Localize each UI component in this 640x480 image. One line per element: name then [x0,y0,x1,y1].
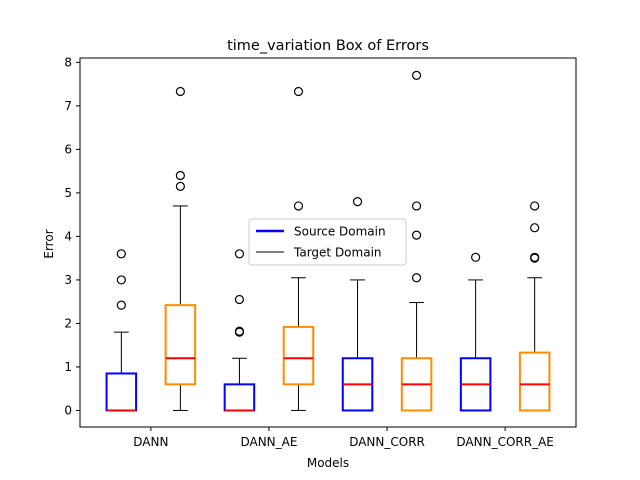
outlier-point-target [530,223,540,233]
x-tick-label: DANN_CORR [349,435,425,449]
outlier-point-source [234,249,245,259]
outlier-point-target [530,201,540,211]
legend-frame [248,218,407,266]
y-tick-label: 2 [64,316,72,330]
y-tick-label: 0 [64,403,72,417]
x-tick-label: DANN_CORR_AE [456,435,553,449]
y-tick-label: 1 [64,360,72,374]
outlier-point-source [116,300,126,310]
outlier-point-source [352,196,363,207]
outlier-point-target [411,273,422,283]
box-target [164,304,197,386]
outlier-point-target [293,86,304,97]
y-tick-label: 8 [64,55,72,69]
plot-area: 0 1 2 3 4 5 6 7 8 DANN DANN_AE DANN_CORR DANN_CORR_A… [64,55,577,449]
outlier-point-target [411,230,422,240]
outlier-point-target [293,201,304,211]
outlier-point-target [530,252,540,262]
outlier-point-target [175,170,185,181]
x-axis-label: Models [307,456,349,470]
axes-frame [79,57,577,428]
outlier-point-target [411,70,422,81]
x-tick-label: DANN_AE [240,435,297,449]
outlier-point-target [411,201,422,211]
y-tick-label: 6 [64,142,72,156]
outlier-point-source [234,294,245,305]
legend: Source Domain Target Domain [248,218,407,266]
legend-label-target: Target Domain [293,246,382,260]
outlier-point-source [116,249,126,259]
legend-label-source: Source Domain [294,225,386,239]
outlier-point-source [116,275,126,285]
y-tick-label: 7 [64,99,72,113]
box-target [518,351,551,412]
outlier-point-source [234,326,245,336]
outlier-point-source [471,252,481,262]
box-target [282,325,315,386]
x-tick-label: DANN [133,435,168,449]
y-axis-label: Error [42,229,56,258]
chart-title: time_variation Box of Errors [227,38,429,54]
y-tick-label: 5 [64,186,72,200]
outlier-point-target [175,181,185,191]
y-tick-label: 4 [64,229,72,243]
y-tick-label: 3 [64,273,72,287]
outlier-point-target [175,86,185,97]
